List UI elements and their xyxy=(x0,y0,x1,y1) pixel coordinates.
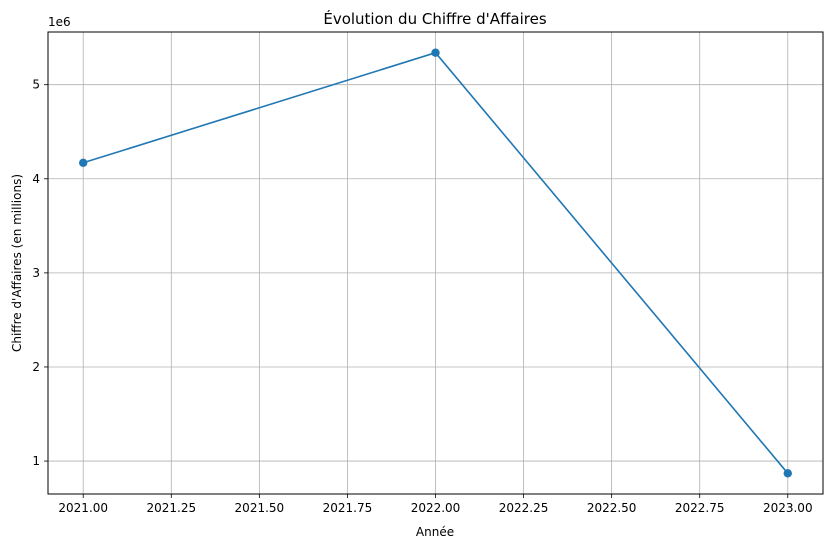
grid-lines xyxy=(48,32,823,494)
y-tick-label: 3 xyxy=(32,266,40,280)
data-point-marker xyxy=(79,158,88,167)
data-point-marker xyxy=(431,48,440,57)
x-tick-label: 2021.50 xyxy=(235,501,285,515)
y-tick-label: 4 xyxy=(32,172,40,186)
chart-title: Évolution du Chiffre d'Affaires xyxy=(323,9,546,28)
x-tick-label: 2022.50 xyxy=(587,501,637,515)
x-tick-label: 2021.25 xyxy=(146,501,196,515)
x-tick-label: 2022.75 xyxy=(675,501,725,515)
y-axis-offset-label: 1e6 xyxy=(48,15,71,29)
axis-ticks: 2021.00 2021.25 2021.50 2021.75 2022.00 2022.… xyxy=(32,78,812,515)
y-tick-label: 5 xyxy=(32,78,40,92)
x-tick-label: 2021.75 xyxy=(323,501,373,515)
x-tick-label: 2023.00 xyxy=(763,501,813,515)
x-tick-label: 2021.00 xyxy=(58,501,108,515)
series-layer xyxy=(79,48,792,478)
y-tick-label: 1 xyxy=(32,454,40,468)
x-tick-label: 2022.00 xyxy=(411,501,461,515)
y-axis-label: Chiffre d'Affaires (en millions) xyxy=(10,174,24,352)
data-point-marker xyxy=(783,469,792,478)
x-tick-label: 2022.25 xyxy=(499,501,549,515)
x-axis-label: Année xyxy=(416,525,454,539)
y-tick-label: 2 xyxy=(32,360,40,374)
